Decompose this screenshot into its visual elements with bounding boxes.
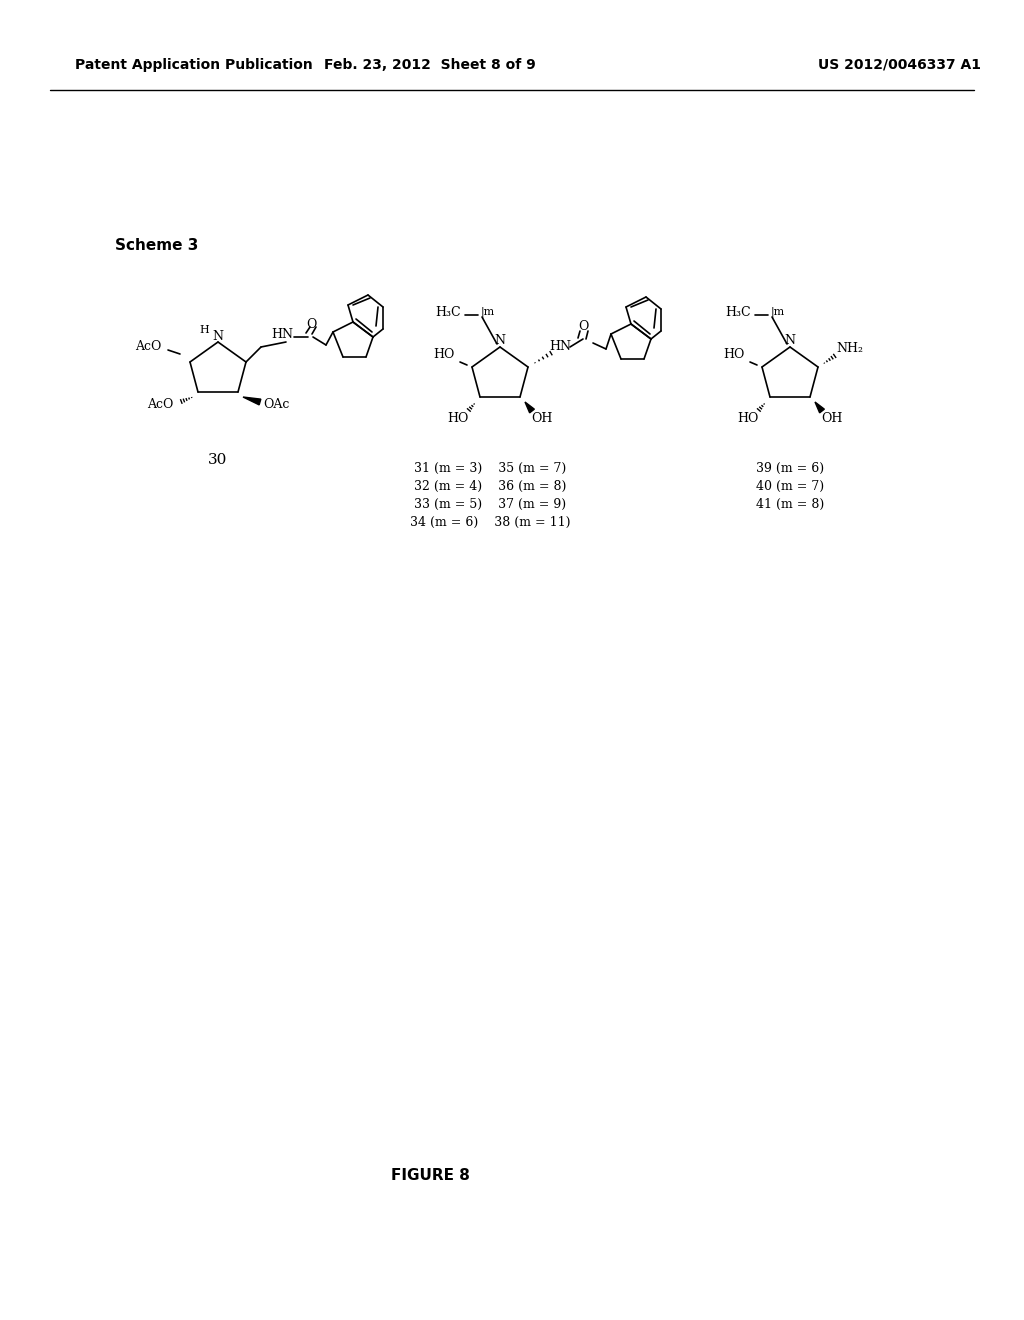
Text: OH: OH xyxy=(531,412,553,425)
Text: O: O xyxy=(578,321,588,334)
Text: HO: HO xyxy=(723,348,744,362)
Text: H₃C: H₃C xyxy=(435,305,461,318)
Text: |m: |m xyxy=(481,306,496,318)
Text: AcO: AcO xyxy=(135,341,161,354)
Text: O: O xyxy=(306,318,316,331)
Text: 31 (m = 3)    35 (m = 7): 31 (m = 3) 35 (m = 7) xyxy=(414,462,566,474)
Text: N: N xyxy=(495,334,506,347)
Text: HO: HO xyxy=(737,412,759,425)
Text: OH: OH xyxy=(821,412,843,425)
Polygon shape xyxy=(525,403,535,413)
Text: OAc: OAc xyxy=(263,397,289,411)
Text: HO: HO xyxy=(447,412,469,425)
Text: 39 (m = 6): 39 (m = 6) xyxy=(756,462,824,474)
Text: HN: HN xyxy=(549,341,571,354)
Text: FIGURE 8: FIGURE 8 xyxy=(390,1167,469,1183)
Text: HO: HO xyxy=(433,348,455,362)
Text: H: H xyxy=(199,325,209,335)
Text: N: N xyxy=(784,334,796,347)
Text: HN: HN xyxy=(271,327,293,341)
Text: US 2012/0046337 A1: US 2012/0046337 A1 xyxy=(818,58,981,73)
Text: AcO: AcO xyxy=(146,397,173,411)
Text: NH₂: NH₂ xyxy=(837,342,863,355)
Text: 40 (m = 7): 40 (m = 7) xyxy=(756,479,824,492)
Text: 30: 30 xyxy=(208,453,227,467)
Text: 34 (m = 6)    38 (m = 11): 34 (m = 6) 38 (m = 11) xyxy=(410,516,570,528)
Polygon shape xyxy=(243,397,261,405)
Polygon shape xyxy=(815,403,824,413)
Text: Feb. 23, 2012  Sheet 8 of 9: Feb. 23, 2012 Sheet 8 of 9 xyxy=(325,58,536,73)
Text: N: N xyxy=(213,330,223,342)
Text: Patent Application Publication: Patent Application Publication xyxy=(75,58,312,73)
Text: 32 (m = 4)    36 (m = 8): 32 (m = 4) 36 (m = 8) xyxy=(414,479,566,492)
Text: Scheme 3: Scheme 3 xyxy=(115,238,199,252)
Text: 33 (m = 5)    37 (m = 9): 33 (m = 5) 37 (m = 9) xyxy=(414,498,566,511)
Text: 41 (m = 8): 41 (m = 8) xyxy=(756,498,824,511)
Text: |m: |m xyxy=(771,306,785,318)
Text: H₃C: H₃C xyxy=(725,305,751,318)
